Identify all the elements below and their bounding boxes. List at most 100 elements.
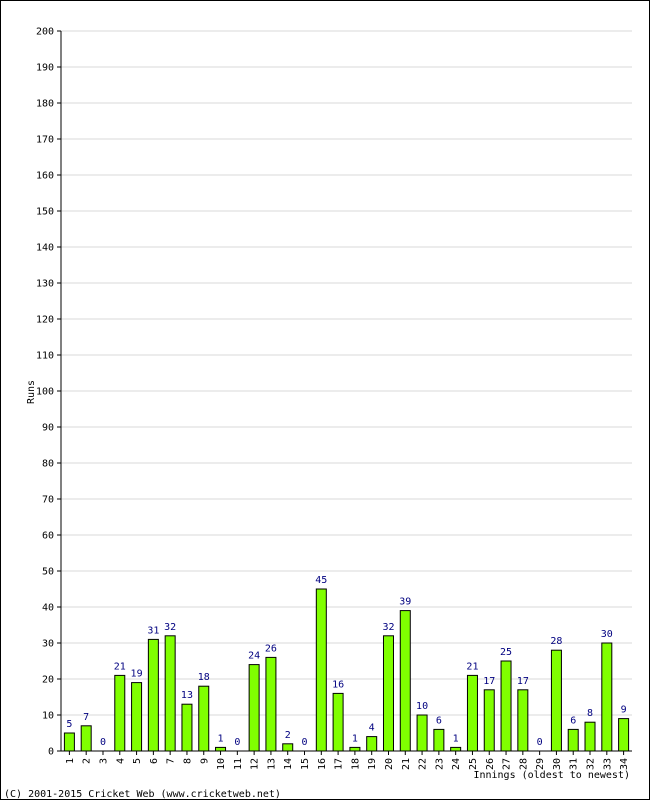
x-tick-label: 20 [384, 758, 395, 770]
bar-innings-7 [164, 635, 176, 752]
value-label: 2 [285, 730, 291, 741]
bar-innings-20 [382, 635, 394, 752]
value-label: 25 [500, 647, 512, 658]
bar-innings-16 [315, 588, 327, 752]
y-tick-label: 20 [42, 675, 54, 686]
y-tick-label: 140 [36, 243, 54, 254]
value-label: 24 [248, 651, 260, 662]
y-tick-label: 70 [42, 495, 54, 506]
value-label: 26 [265, 643, 277, 654]
bar-innings-24 [450, 746, 462, 752]
bars [63, 588, 630, 752]
bar-innings-17 [332, 692, 344, 752]
bar-innings-23 [433, 728, 445, 752]
bar-innings-8 [181, 703, 193, 752]
bar-innings-2 [80, 725, 92, 752]
value-label: 21 [114, 661, 126, 672]
x-tick-label: 2 [82, 758, 93, 764]
x-tick-label: 14 [283, 758, 294, 770]
value-label: 19 [131, 669, 143, 680]
value-label: 8 [587, 708, 593, 719]
y-tick-label: 60 [42, 531, 54, 542]
x-tick-label: 25 [468, 758, 479, 770]
x-tick-label: 23 [434, 758, 445, 770]
x-tick-label: 9 [199, 758, 210, 764]
x-tick-label: 13 [266, 758, 277, 770]
value-label: 4 [369, 723, 375, 734]
grid-lines [61, 30, 632, 716]
bar-innings-31 [567, 728, 579, 752]
value-label: 30 [601, 629, 613, 640]
bar-innings-25 [466, 674, 478, 752]
x-tick-label: 3 [98, 758, 109, 764]
bar-innings-27 [500, 660, 512, 752]
x-tick-label: 6 [149, 758, 160, 764]
x-tick-labels: 1 2 3 4 5 6 7 8 9 10 11 12 13 14 15 16 17 18 19 20 21 22 23 24 2… [65, 751, 630, 770]
bar-innings-6 [147, 638, 159, 752]
y-tick-label: 90 [42, 423, 54, 434]
bar-innings-4 [114, 674, 126, 752]
bar-innings-14 [282, 743, 294, 752]
value-label: 9 [621, 705, 627, 716]
y-tick-label: 50 [42, 567, 54, 578]
x-tick-label: 11 [233, 758, 244, 770]
bar-innings-30 [550, 649, 562, 752]
value-label: 21 [466, 661, 478, 672]
x-tick-label: 32 [586, 758, 597, 770]
bar-innings-32 [584, 721, 596, 752]
y-tick-label: 150 [36, 207, 54, 218]
bar-innings-9 [198, 685, 210, 752]
value-label: 1 [218, 733, 224, 744]
y-axis-title: Runs [26, 380, 37, 404]
value-label: 0 [301, 737, 307, 748]
value-label: 17 [483, 676, 495, 687]
x-tick-label: 30 [552, 758, 563, 770]
y-tick-label: 200 [36, 27, 54, 38]
bar-innings-10 [215, 746, 227, 752]
x-tick-label: 16 [317, 758, 328, 770]
bar-innings-21 [399, 610, 411, 752]
value-label: 18 [198, 672, 210, 683]
y-tick-label: 100 [36, 387, 54, 398]
x-tick-label: 17 [334, 758, 345, 770]
value-label: 1 [453, 733, 459, 744]
value-label: 6 [570, 715, 576, 726]
bar-innings-33 [601, 642, 613, 752]
x-tick-label: 18 [350, 758, 361, 770]
bar-innings-13 [265, 656, 277, 752]
y-tick-label: 30 [42, 639, 54, 650]
y-tick-label: 170 [36, 135, 54, 146]
x-tick-label: 15 [300, 758, 311, 770]
bar-innings-34 [618, 718, 630, 752]
x-tick-label: 22 [418, 758, 429, 770]
value-label: 13 [181, 690, 193, 701]
y-tick-label: 0 [48, 747, 54, 758]
y-tick-label: 110 [36, 351, 54, 362]
x-tick-label: 26 [485, 758, 496, 770]
value-label: 7 [83, 712, 89, 723]
value-label: 28 [550, 636, 562, 647]
x-tick-label: 24 [451, 758, 462, 770]
value-label: 10 [416, 701, 428, 712]
value-label: 6 [436, 715, 442, 726]
y-tick-label: 190 [36, 63, 54, 74]
x-tick-label: 28 [518, 758, 529, 770]
y-tick-label: 80 [42, 459, 54, 470]
value-label: 39 [399, 597, 411, 608]
value-label: 31 [147, 625, 159, 636]
y-tick-label: 40 [42, 603, 54, 614]
bar-innings-19 [366, 736, 378, 752]
bar-innings-22 [416, 714, 428, 752]
y-tick-label: 120 [36, 315, 54, 326]
bar-innings-5 [131, 682, 143, 752]
value-label: 5 [66, 719, 72, 730]
x-tick-label: 5 [132, 758, 143, 764]
x-tick-label: 19 [367, 758, 378, 770]
value-label: 32 [164, 622, 176, 633]
y-tick-label: 180 [36, 99, 54, 110]
x-tick-label: 31 [569, 758, 580, 770]
bar-innings-26 [483, 689, 495, 752]
